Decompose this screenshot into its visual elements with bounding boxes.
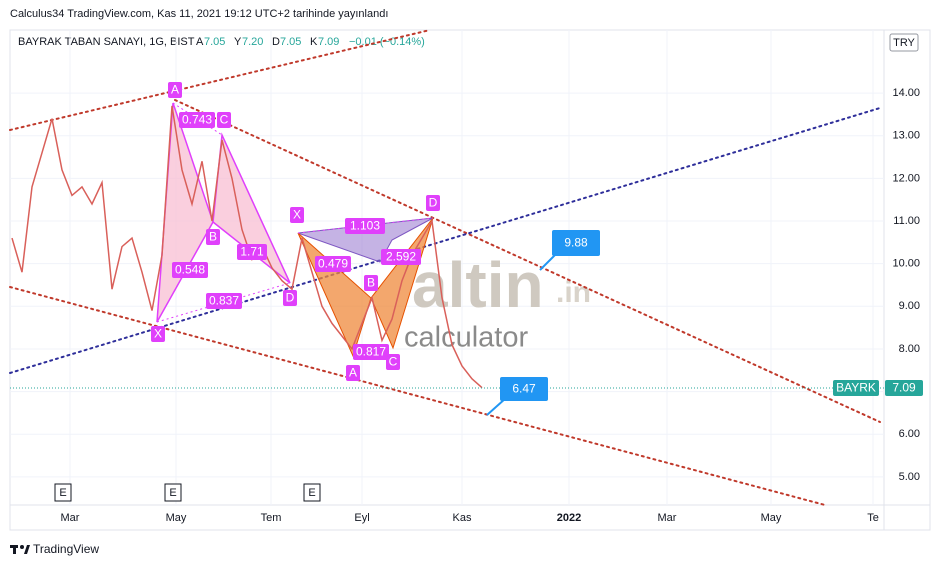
pattern-1-label-box [168, 82, 182, 98]
event-box[interactable] [303, 483, 321, 502]
time-tick-label: May [166, 512, 187, 524]
footer-logo: TradingView [33, 542, 99, 556]
time-tick-label: Kas [453, 512, 472, 524]
pattern-1-label-box [179, 112, 215, 128]
pattern-1-label: 1.71 [240, 245, 264, 259]
price-tick-label: 5.00 [899, 471, 920, 483]
pattern-2-label-box [290, 207, 304, 223]
price-tick-label: 14.00 [892, 87, 920, 99]
pattern-1-label-box [217, 112, 231, 128]
pattern-2-label: C [389, 355, 398, 369]
currency[interactable]: TRY [893, 37, 915, 49]
event-box[interactable] [54, 483, 72, 502]
pattern-1-label-box [237, 244, 267, 260]
price-tick-label: 12.00 [892, 172, 920, 184]
callout: 6.47 [512, 382, 536, 396]
pattern-1-label: X [154, 327, 162, 341]
legend: BAYRAK TABAN SANAYI, 1G, BIST A 7.05 Y 7… [18, 36, 425, 48]
pattern-2-label: 0.817 [356, 345, 386, 359]
watermark-product: calculator [404, 322, 528, 354]
low: 7.05 [280, 36, 301, 48]
channel-bottom [9, 286, 826, 506]
pattern-1-label-box [206, 229, 220, 245]
channel-top [9, 29, 431, 131]
price-tick-label: 13.00 [892, 130, 920, 142]
pattern-2-label-box [345, 218, 385, 234]
pattern-1-label: A [171, 83, 179, 97]
pattern-2-label: B [367, 276, 375, 290]
open-label: A [196, 36, 204, 48]
pattern-2-label-box [315, 256, 351, 272]
last-price-symbol-box [833, 380, 879, 396]
watermark-brand: altin [412, 249, 544, 321]
price-tick-label: 10.00 [892, 258, 920, 270]
last-price-value: 7.09 [892, 381, 916, 395]
pattern-2-label: 0.479 [318, 257, 348, 271]
time-tick-label: 2022 [557, 512, 581, 524]
logo-mark [10, 545, 30, 554]
event-label[interactable]: E [169, 487, 176, 499]
close-label: K [310, 36, 318, 48]
pattern-1-label: 0.837 [209, 294, 239, 308]
pattern-2-label-box [353, 344, 389, 360]
pattern-2-label: D [429, 196, 438, 210]
pattern-2-label: X [293, 208, 301, 222]
time-tick-label: Tem [261, 512, 282, 524]
pattern-1-label-box [206, 293, 242, 309]
pattern-1-label-box [172, 262, 208, 278]
pattern-1-label-box [283, 290, 297, 306]
callout-box [552, 230, 600, 256]
pattern-2-label: A [349, 366, 357, 380]
pattern-1-label: C [220, 113, 229, 127]
last-price-value-box [885, 380, 923, 396]
price-tick-label: 11.00 [893, 215, 920, 227]
time-tick-label: May [761, 512, 782, 524]
last-price-symbol: BAYRK [836, 381, 876, 395]
low-label: D [272, 36, 280, 48]
event-label[interactable]: E [308, 487, 315, 499]
labels: X A B C D 0.743 0.548 1.71 0.837 X A B C D 1.103 0.479 2… [54, 82, 923, 502]
price-tick-label: 6.00 [899, 428, 920, 440]
time-tick-label: Mar [658, 512, 677, 524]
pattern-2-label-box [426, 195, 440, 211]
pattern-1-label: D [286, 291, 295, 305]
pattern-1-label: 0.743 [182, 113, 212, 127]
event-label[interactable]: E [59, 487, 66, 499]
open: 7.05 [204, 36, 225, 48]
callout-box [500, 377, 548, 401]
pattern-2-label: 1.103 [350, 219, 380, 233]
pattern-1-label: B [209, 230, 217, 244]
callout: 9.88 [564, 236, 588, 250]
publisher: Calculus34 TradingView.com, Kas 11, 2021… [10, 8, 388, 20]
pattern-2-label-box [386, 354, 400, 370]
pattern-2-label-box [381, 249, 421, 265]
watermark-tld: .in [556, 276, 591, 309]
time-tick-label: Mar [61, 512, 80, 524]
pattern-1-label: 0.548 [175, 263, 205, 277]
grid: 14.0013.0012.0011.0010.009.008.007.006.0… [10, 30, 920, 524]
event-box[interactable] [164, 483, 182, 502]
time-tick-label: Eyl [354, 512, 369, 524]
high: 7.20 [242, 36, 263, 48]
pattern-2-label: 2.592 [386, 250, 416, 264]
chart-frame [9, 29, 931, 531]
currency-box[interactable] [889, 33, 919, 52]
pattern-2-label-box [364, 275, 378, 291]
price-tick-label: 9.00 [899, 300, 920, 312]
close: 7.09 [318, 36, 339, 48]
symbol: BAYRAK TABAN SANAYI, 1G, BIST [18, 36, 195, 48]
price-tick-label: 8.00 [899, 343, 920, 355]
pattern-1-label-box [151, 326, 165, 342]
high-label: Y [234, 36, 242, 48]
time-tick-label: Te [867, 512, 879, 524]
pattern-2-label-box [346, 365, 360, 381]
